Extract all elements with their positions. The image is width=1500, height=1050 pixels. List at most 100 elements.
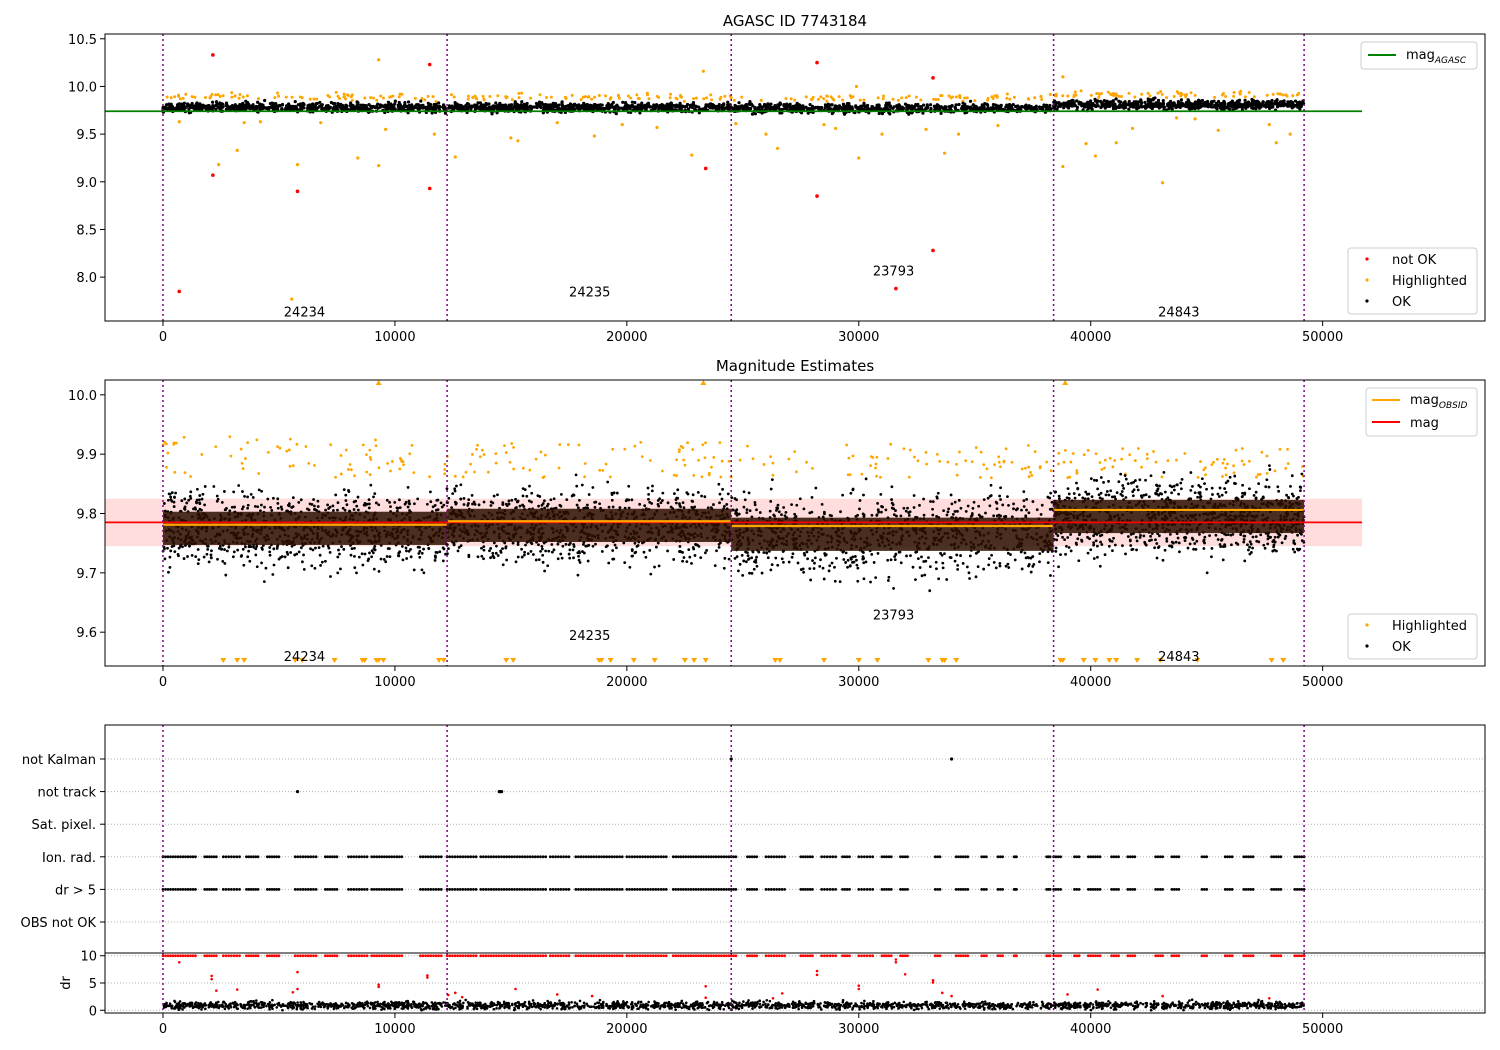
highlighted-point [1221, 475, 1224, 478]
ok-point [209, 556, 213, 560]
ok-point [546, 502, 550, 506]
ok-point [198, 507, 202, 511]
ok-point [404, 500, 408, 504]
highlighted-point [543, 453, 547, 457]
ok-point [720, 497, 724, 501]
highlighted-point [312, 97, 316, 101]
ok-point [575, 503, 579, 507]
ok-point [271, 573, 275, 576]
ok-point [593, 500, 597, 504]
ok-point [585, 544, 589, 548]
ok-point [549, 498, 553, 502]
ok-point [473, 107, 477, 112]
highlighted-point [999, 465, 1002, 469]
ok-point [865, 105, 869, 109]
ok-point [441, 559, 445, 563]
highlighted-point [1152, 450, 1155, 453]
highlighted-point [995, 95, 999, 99]
highlighted-point [315, 97, 319, 101]
ok-point [541, 560, 545, 564]
highlighted-point [1297, 91, 1301, 95]
ok-point [427, 546, 431, 550]
ok-point [288, 105, 292, 109]
ok-point [983, 102, 987, 106]
highlighted-point [549, 95, 553, 99]
ok-point [823, 103, 828, 107]
ok-point [888, 105, 892, 109]
ok-point [313, 566, 317, 570]
highlighted-point [508, 460, 512, 464]
highlighted-point [849, 96, 853, 100]
ok-point [384, 560, 388, 564]
ok-point [353, 546, 356, 550]
ok-point [684, 104, 688, 108]
ok-point [432, 102, 436, 107]
ok-point [688, 103, 693, 107]
ok-point [764, 103, 768, 107]
legend-label-highlighted: Highlighted [1392, 274, 1467, 289]
ok-point [388, 500, 391, 504]
ok-point [237, 484, 241, 487]
ok-point [344, 493, 348, 497]
highlighted-point [242, 121, 246, 125]
ok-point [643, 504, 647, 508]
ok-point [607, 561, 611, 565]
highlighted-point [709, 93, 713, 97]
ok-point [650, 489, 654, 493]
highlighted-point [1097, 92, 1101, 96]
highlighted-point [377, 466, 381, 470]
highlighted-point [1247, 459, 1251, 463]
ok-point [189, 490, 193, 494]
highlighted-point [423, 98, 427, 102]
ok-point [336, 508, 339, 512]
highlighted-point [590, 97, 594, 101]
ok-point [296, 103, 300, 107]
highlighted-point [529, 96, 533, 100]
ok-point [568, 548, 572, 552]
y-tick-label: 9.5 [76, 128, 97, 143]
ok-point [571, 548, 575, 552]
ok-point [551, 106, 555, 110]
ok-point [638, 502, 642, 506]
highlighted-point [1154, 460, 1158, 464]
highlighted-point [181, 96, 185, 100]
highlighted-point [934, 98, 938, 102]
ok-point [195, 501, 198, 504]
highlighted-point [391, 94, 395, 98]
ok-point [649, 572, 653, 576]
highlighted-point [1273, 469, 1277, 473]
ok-point [297, 500, 301, 504]
ok-point [546, 564, 550, 568]
ok-point [1275, 102, 1279, 106]
ok-point [656, 541, 660, 545]
highlighted-point [1114, 141, 1118, 145]
ok-point [438, 550, 442, 554]
ok-point [198, 102, 202, 106]
highlighted-point [874, 462, 878, 466]
ok-point [311, 548, 315, 552]
not-ok-point [931, 76, 935, 80]
ok-point [717, 545, 721, 549]
ok-point [910, 104, 914, 108]
ok-point [630, 498, 634, 502]
ok-point [577, 554, 580, 558]
ok-point [293, 104, 297, 109]
not-ok-point [177, 289, 182, 294]
highlighted-point [384, 127, 388, 131]
highlighted-point [1033, 450, 1037, 454]
highlighted-point [793, 450, 797, 454]
ok-point [1290, 100, 1295, 104]
ok-point [667, 106, 671, 110]
ok-point [1290, 106, 1294, 110]
ok-point [530, 491, 534, 495]
ok-point [286, 552, 290, 556]
ok-point [168, 555, 172, 559]
highlighted-point [1089, 93, 1093, 97]
ok-point [570, 103, 574, 108]
ok-point [268, 546, 272, 549]
highlighted-point [1291, 94, 1295, 98]
ok-point [514, 497, 517, 501]
ok-point [328, 551, 332, 554]
highlighted-point [1175, 458, 1178, 462]
ok-point [167, 492, 171, 496]
